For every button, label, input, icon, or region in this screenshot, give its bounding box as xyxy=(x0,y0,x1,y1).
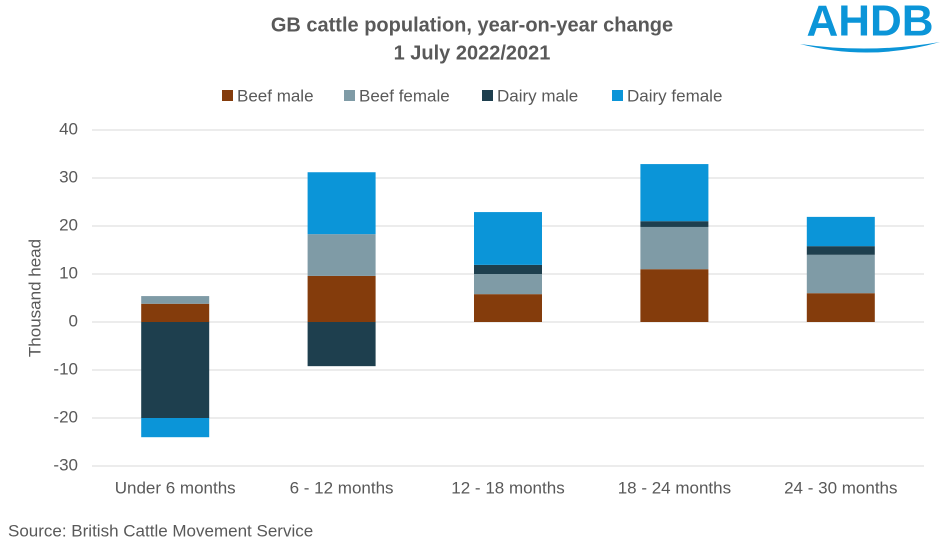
y-tick-label: -10 xyxy=(53,359,78,378)
bar-segment xyxy=(806,254,875,294)
y-tick-label: 30 xyxy=(59,167,78,186)
y-tick-label: 10 xyxy=(59,263,78,282)
x-tick-label: Under 6 months xyxy=(115,478,236,497)
legend-swatch xyxy=(482,90,493,101)
y-tick-label: 40 xyxy=(59,119,78,138)
legend-label: Beef female xyxy=(359,86,450,105)
legend-swatch xyxy=(344,90,355,101)
bar-segment xyxy=(474,274,542,295)
bar-segment xyxy=(307,234,376,276)
bar-segment xyxy=(307,275,376,322)
bar-segment xyxy=(806,246,875,255)
bar-segment xyxy=(474,212,542,265)
legend-swatch xyxy=(222,90,233,101)
bar-segment xyxy=(474,294,542,322)
bar-segment xyxy=(806,293,875,322)
logo: AHDB xyxy=(800,0,940,53)
y-axis-label: Thousand head xyxy=(25,239,44,357)
logo-text: AHDB xyxy=(806,0,933,46)
bar-segment xyxy=(141,303,210,322)
bar-segment xyxy=(640,269,709,322)
y-tick-label: 0 xyxy=(69,311,78,330)
legend-label: Dairy male xyxy=(497,86,578,105)
bar-segment xyxy=(474,264,542,274)
bar-segment xyxy=(307,172,376,235)
bar-segment xyxy=(307,322,376,367)
bar-segment xyxy=(640,164,709,222)
y-tick-label: -20 xyxy=(53,407,78,426)
logo-swoosh xyxy=(800,42,940,53)
bar-segment xyxy=(141,418,210,438)
legend-label: Dairy female xyxy=(627,86,722,105)
bar-segment xyxy=(141,322,210,418)
x-tick-label: 18 - 24 months xyxy=(618,478,731,497)
legend-label: Beef male xyxy=(237,86,314,105)
bar-segment xyxy=(141,296,210,304)
chart-subtitle: 1 July 2022/2021 xyxy=(394,42,551,64)
bar-segment xyxy=(806,216,875,247)
y-tick-label: 20 xyxy=(59,215,78,234)
x-tick-label: 24 - 30 months xyxy=(784,478,897,497)
x-tick-label: 6 - 12 months xyxy=(290,478,394,497)
bar-segment xyxy=(640,226,709,270)
chart-title: GB cattle population, year-on-year chang… xyxy=(271,14,673,36)
x-tick-label: 12 - 18 months xyxy=(451,478,564,497)
y-tick-label: -30 xyxy=(53,455,78,474)
legend-swatch xyxy=(612,90,623,101)
source: Source: British Cattle Movement Service xyxy=(8,521,313,540)
bar-segment xyxy=(640,221,709,227)
